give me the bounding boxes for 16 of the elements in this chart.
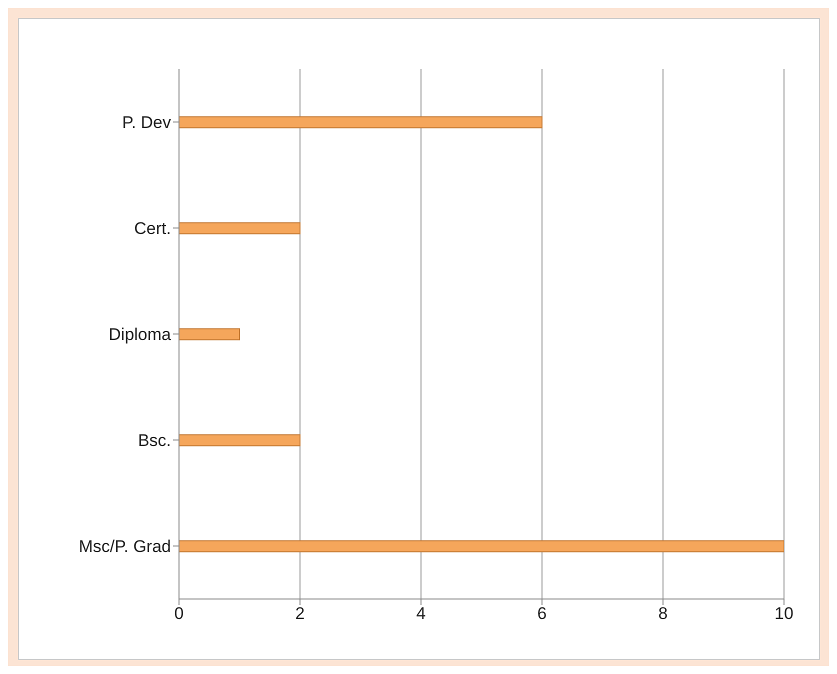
x-tick-label: 4 — [416, 604, 426, 624]
x-tick-label: 8 — [658, 604, 668, 624]
y-tick-label: Bsc. — [138, 431, 171, 450]
bar — [179, 328, 240, 340]
bar — [179, 116, 542, 128]
x-tick-label: 10 — [774, 604, 794, 624]
bar — [179, 434, 300, 446]
bar — [179, 222, 300, 234]
y-tick-label: Diploma — [108, 325, 172, 344]
y-tick-label: P. Dev — [122, 113, 172, 132]
x-tick-label: 2 — [295, 604, 305, 624]
bar — [179, 540, 784, 552]
x-tick-label: 0 — [174, 604, 184, 624]
x-tick-label: 6 — [537, 604, 547, 624]
y-tick-label: Msc/P. Grad — [78, 537, 171, 556]
y-tick-label: Cert. — [134, 219, 171, 238]
